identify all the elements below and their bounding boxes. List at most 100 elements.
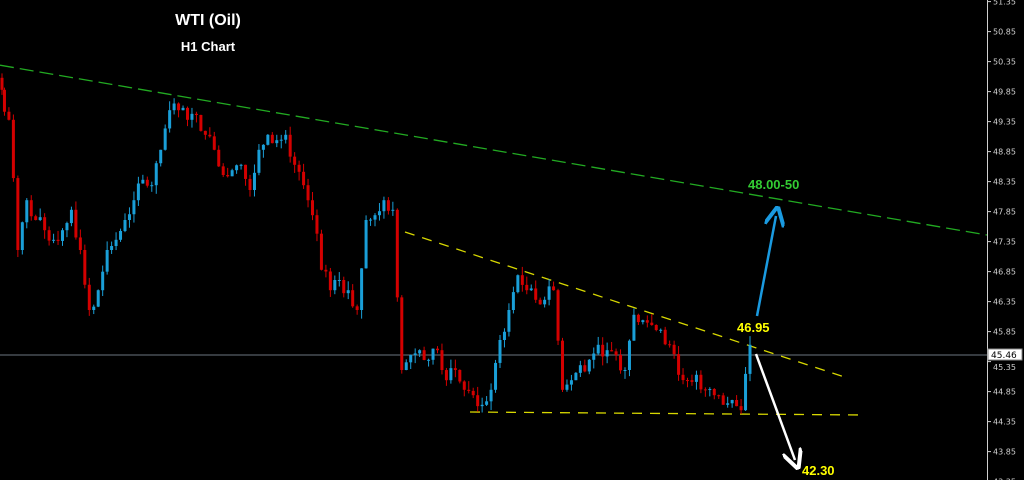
candle-body-52 [230, 170, 234, 177]
candle-body-143 [636, 314, 640, 323]
y-tick-label: 50.85 [993, 28, 1016, 37]
candle-body-103 [458, 370, 462, 382]
candle-body-123 [547, 286, 551, 300]
y-tick-label: 48.85 [993, 148, 1016, 157]
candle-body-63 [279, 139, 283, 141]
candle-body-160 [712, 389, 716, 396]
candle-body-141 [627, 340, 631, 370]
candle-body-146 [650, 322, 654, 325]
candle-body-157 [699, 374, 703, 390]
candle-body-99 [440, 350, 444, 371]
candle-body-74 [328, 271, 332, 291]
candle-body-64 [284, 134, 288, 140]
candle-body-14 [61, 230, 64, 241]
candle-body-116 [516, 275, 520, 293]
candle-body-106 [471, 390, 475, 396]
candle-body-92 [409, 355, 413, 363]
candle-body-59 [261, 144, 265, 150]
candle-body-102 [453, 368, 457, 370]
candle-body-35 [154, 163, 158, 186]
candle-body-36 [159, 149, 163, 164]
y-tick-label: 43.85 [993, 448, 1016, 457]
y-tick-label: 47.35 [993, 238, 1016, 247]
candle-body-88 [391, 209, 395, 211]
y-tick-label: 43.35 [993, 478, 1016, 480]
candle-body-47 [208, 134, 212, 137]
candle-body-84 [373, 215, 377, 220]
candle-body-62 [275, 140, 279, 144]
trendline-triangle-upper [404, 231, 846, 378]
candle-body-1 [2, 89, 6, 112]
candle-body-2 [7, 111, 11, 120]
down-arrow-icon [754, 353, 795, 460]
y-tick-label: 48.35 [993, 178, 1016, 187]
candle-body-55 [244, 164, 248, 179]
candle-body-137 [610, 350, 614, 352]
candle-body-130 [578, 365, 582, 373]
candle-body-129 [574, 372, 578, 381]
candle-body-73 [324, 269, 328, 272]
candle-body-113 [502, 331, 506, 340]
candle-body-91 [404, 362, 408, 370]
candle-body-22 [96, 290, 100, 307]
candle-body-53 [235, 165, 239, 171]
y-tick-label: 49.85 [993, 88, 1016, 97]
candle-body-78 [346, 290, 350, 294]
y-tick-label: 44.35 [993, 418, 1016, 427]
y-tick-label: 46.85 [993, 268, 1016, 277]
candle-body-154 [686, 380, 689, 382]
candle-body-40 [177, 103, 181, 111]
candle-body-81 [360, 268, 364, 310]
candle-body-25 [110, 246, 114, 250]
candle-body-162 [721, 395, 725, 405]
chart-title: WTI (Oil) [175, 12, 241, 29]
candle-body-79 [351, 290, 355, 307]
candle-body-125 [556, 290, 560, 341]
candle-body-6 [25, 200, 29, 223]
candle-body-44 [194, 113, 198, 115]
candle-body-29 [127, 214, 131, 220]
candle-body-152 [677, 354, 681, 375]
candle-body-144 [641, 320, 645, 323]
candle-body-151 [672, 344, 676, 355]
candle-body-153 [681, 374, 685, 381]
candle-body-11 [47, 230, 51, 241]
candle-body-41 [181, 107, 185, 111]
candle-body-112 [498, 340, 502, 363]
candle-body-140 [623, 370, 627, 371]
candle-body-43 [190, 113, 194, 120]
candle-body-75 [333, 280, 337, 291]
candle-body-45 [199, 115, 203, 131]
candle-body-155 [690, 380, 694, 382]
candle-body-80 [355, 306, 359, 310]
candle-body-165 [735, 400, 739, 407]
candle-body-9 [38, 217, 42, 220]
candle-body-121 [538, 299, 542, 305]
candle-body-68 [302, 171, 306, 186]
candle-body-114 [507, 310, 511, 332]
candle-body-8 [34, 216, 38, 220]
candle-body-86 [382, 200, 386, 212]
candle-body-167 [744, 373, 748, 411]
candle-body-15 [65, 223, 69, 231]
candle-body-111 [494, 362, 498, 390]
candle-body-133 [592, 353, 596, 360]
candle-body-27 [119, 230, 123, 240]
candle-body-24 [105, 250, 109, 272]
candle-body-49 [217, 149, 221, 167]
candle-body-90 [400, 297, 404, 370]
candle-body-117 [520, 275, 524, 285]
candle-body-23 [101, 271, 105, 291]
candle-body-145 [645, 320, 649, 323]
candle-body-138 [614, 351, 618, 355]
trendline-resistance [0, 64, 988, 236]
candle-body-105 [467, 389, 471, 391]
candle-body-168 [748, 344, 752, 374]
candle-body-16 [69, 209, 73, 224]
candle-body-48 [212, 136, 216, 150]
target-down-label: 42.30 [802, 463, 835, 478]
candle-body-98 [436, 348, 439, 351]
candle-body-60 [266, 134, 270, 145]
candle-body-94 [418, 350, 422, 354]
candle-body-108 [480, 404, 484, 407]
